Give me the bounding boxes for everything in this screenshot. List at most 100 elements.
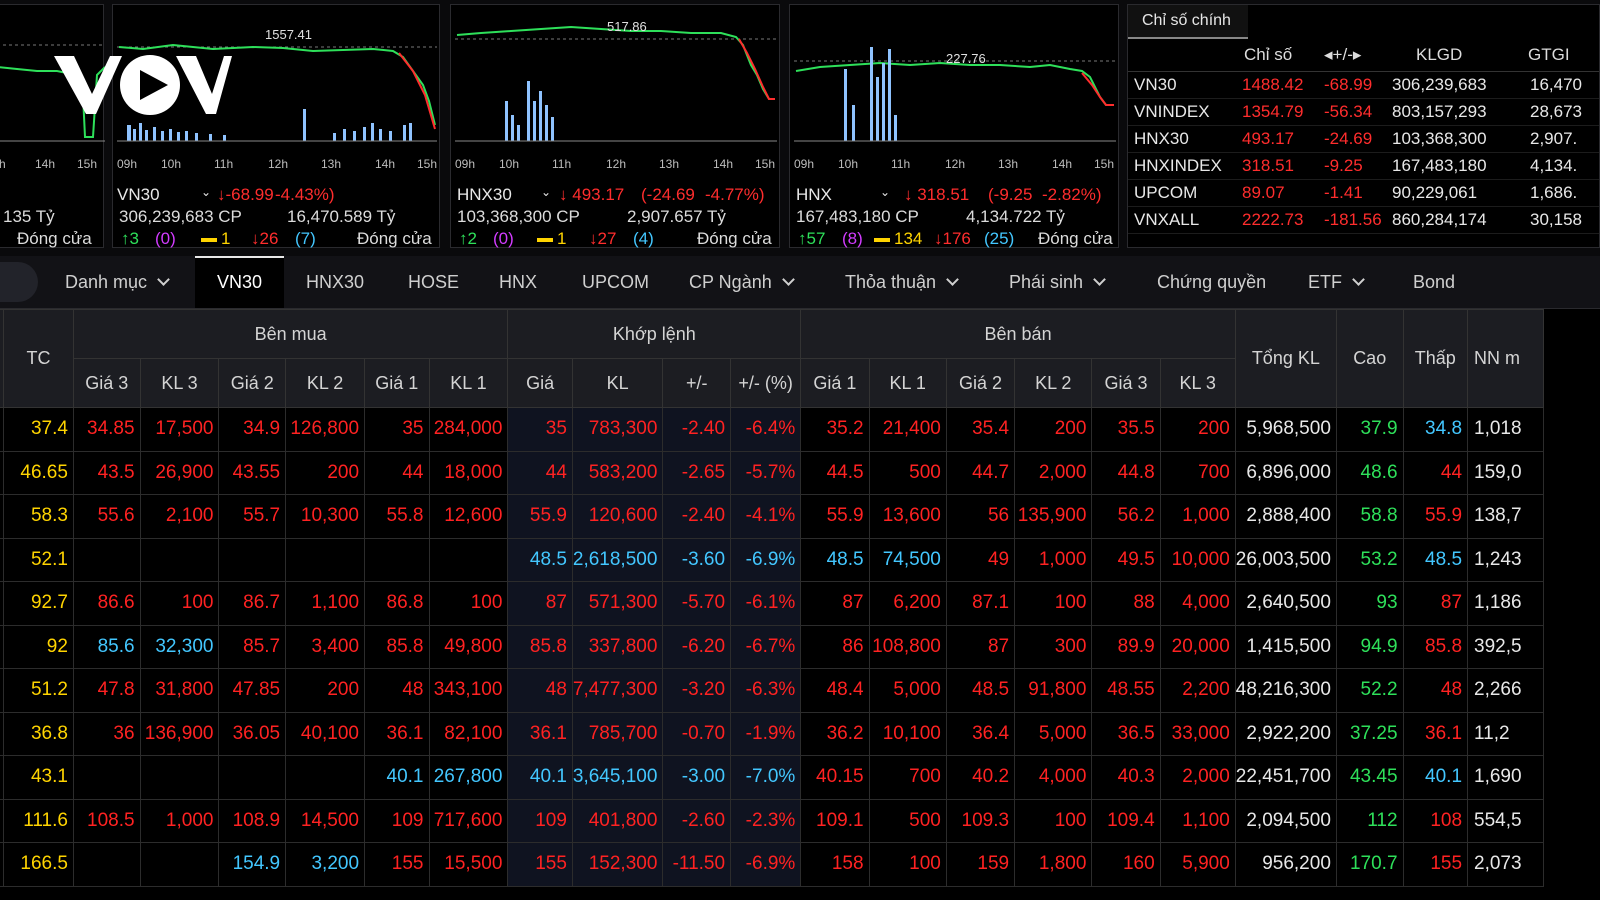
cell-match-change: -11.50 bbox=[662, 842, 732, 887]
col-nn-mua[interactable]: NN m bbox=[1467, 309, 1544, 408]
col-buy-vol-3[interactable]: KL 3 bbox=[139, 358, 220, 408]
vn30-chart-panel[interactable]: 1557.41 09h 10h 11h 12h 13h 14h 15h VN30… bbox=[112, 4, 440, 248]
table-row[interactable]: 358.355.62,10055.710,30055.812,60055.912… bbox=[0, 494, 1544, 539]
nav-hose[interactable]: HOSE bbox=[408, 256, 459, 308]
watchlist-pill[interactable] bbox=[0, 262, 38, 302]
index-change: -9.25 bbox=[1324, 156, 1363, 175]
table-row[interactable]: 392.786.610086.71,10086.810087571,300-5.… bbox=[0, 581, 1544, 626]
cell-symbol: 9 bbox=[0, 842, 5, 887]
cell-foreign-buy: 11,2 bbox=[1467, 711, 1544, 756]
table-row[interactable]: 337.434.8517,50034.9126,80035284,0003578… bbox=[0, 407, 1544, 452]
col-sell-vol-3[interactable]: KL 3 bbox=[1159, 358, 1236, 408]
cell-low-price: 55.9 bbox=[1402, 494, 1469, 539]
table-row[interactable]: 536.836136,90036.0540,10036.182,10036.17… bbox=[0, 711, 1544, 756]
table-row[interactable]: 552.148.52,618,500-3.60-6.9%48.574,50049… bbox=[0, 537, 1544, 582]
hnx-chart-panel[interactable]: 227.76 09h 10h 11h 12h 13h 14h 15h HNX ⌄… bbox=[789, 4, 1119, 248]
col-sell-price-2[interactable]: Giá 2 bbox=[945, 358, 1016, 408]
cell-total-volume: 26,003,500 bbox=[1234, 537, 1337, 582]
col-tc[interactable]: TC bbox=[3, 309, 74, 408]
volume-value: 167,483,180 CP bbox=[796, 207, 919, 226]
cell-match-change-pct: -6.9% bbox=[730, 537, 802, 582]
main-index-row[interactable]: UPCOM 89.07 -1.41 90,229,061 1,686. bbox=[1128, 179, 1599, 207]
table-row[interactable]: 551.247.831,80047.8520048343,100487,477,… bbox=[0, 668, 1544, 713]
tab-main-indices[interactable]: Chỉ số chính bbox=[1128, 5, 1248, 39]
cell-high-price: 52.2 bbox=[1335, 668, 1404, 713]
cell-symbol: 3 bbox=[0, 798, 5, 843]
table-row[interactable]: 9166.5154.93,20015515,500155152,300-11.5… bbox=[0, 842, 1544, 887]
nav-chung-quyen[interactable]: Chứng quyền bbox=[1157, 256, 1266, 308]
col-sell-price-3[interactable]: Giá 3 bbox=[1091, 358, 1161, 408]
main-index-row[interactable]: VNXALL 2222.73 -181.56 860,284,174 30,158 bbox=[1128, 206, 1599, 234]
nav-etf[interactable]: ETF bbox=[1308, 256, 1365, 308]
col-symbol[interactable] bbox=[0, 309, 5, 408]
col-buy-price-1[interactable]: Giá 1 bbox=[364, 358, 430, 408]
table-row[interactable]: 143.140.1267,80040.13,645,100-3.00-7.0%4… bbox=[0, 755, 1544, 800]
cell-foreign-buy: 1,186 bbox=[1467, 581, 1544, 626]
col-match-change-pct[interactable]: +/- (%) bbox=[730, 358, 802, 408]
col-buy-vol-2[interactable]: KL 2 bbox=[285, 358, 366, 408]
col-sell-vol-1[interactable]: KL 1 bbox=[868, 358, 947, 408]
main-index-row[interactable]: HNX30 493.17 -24.69 103,368,300 2,907. bbox=[1128, 125, 1599, 153]
index-dropdown-chevron-icon[interactable]: ⌄ bbox=[880, 185, 891, 199]
cell-buy-price-1: 85.8 bbox=[364, 624, 430, 669]
cell-foreign-buy: 1,018 bbox=[1467, 407, 1544, 452]
turnover-value: 16,470.589 Tỷ bbox=[287, 207, 396, 226]
cell-sell-price-3: 36.5 bbox=[1091, 711, 1161, 756]
col-index-name: Chỉ số bbox=[1244, 45, 1293, 64]
nav-danh-muc[interactable]: Danh mục bbox=[65, 256, 170, 308]
index-dropdown-chevron-icon[interactable]: ⌄ bbox=[201, 185, 212, 199]
main-index-row[interactable]: HNXINDEX 318.51 -9.25 167,483,180 4,134. bbox=[1128, 152, 1599, 180]
cell-match-change: -0.70 bbox=[662, 711, 732, 756]
col-sell-vol-2[interactable]: KL 2 bbox=[1014, 358, 1093, 408]
cell-buy-vol-2: 14,500 bbox=[285, 798, 366, 843]
unchanged: 134 bbox=[870, 229, 922, 249]
cell-sell-vol-1: 13,600 bbox=[868, 494, 947, 539]
col-buy-price-2[interactable]: Giá 2 bbox=[218, 358, 287, 408]
cell-match-change-pct: -6.9% bbox=[730, 842, 802, 887]
cell-match-price: 48 bbox=[507, 668, 573, 713]
cell-sell-vol-3: 2,000 bbox=[1159, 755, 1236, 800]
nav-hnx30[interactable]: HNX30 bbox=[306, 256, 364, 308]
table-row[interactable]: 59285.632,30085.73,40085.849,80085.8337,… bbox=[0, 624, 1544, 669]
index-dropdown-chevron-icon[interactable]: ⌄ bbox=[541, 185, 552, 199]
cell-sell-price-2: 109.3 bbox=[945, 798, 1016, 843]
chevron-down-icon bbox=[781, 273, 795, 286]
nav-phai-sinh[interactable]: Phái sinh bbox=[1009, 256, 1106, 308]
main-index-row[interactable]: VN30 1488.42 -68.99 306,239,683 16,470 bbox=[1128, 71, 1599, 99]
col-change[interactable]: ◂+/-▸ bbox=[1324, 45, 1362, 64]
col-thap[interactable]: Thấp bbox=[1402, 309, 1469, 408]
cell-ref-price: 52.1 bbox=[3, 537, 74, 582]
cell-total-volume: 2,888,400 bbox=[1234, 494, 1337, 539]
col-buy-vol-1[interactable]: KL 1 bbox=[428, 358, 509, 408]
hnx30-chart-panel[interactable]: 517.86 09h 10h 11h 12h 13h 14h 15h HNX30… bbox=[450, 4, 780, 248]
cell-buy-vol-2: 200 bbox=[285, 668, 366, 713]
col-match-price[interactable]: Giá bbox=[507, 358, 573, 408]
cell-foreign-buy: 159,0 bbox=[1467, 450, 1544, 495]
nav-cp-nganh[interactable]: CP Ngành bbox=[689, 256, 795, 308]
cell-sell-vol-2: 135,900 bbox=[1014, 494, 1093, 539]
table-row[interactable]: 3111.6108.51,000108.914,500109717,600109… bbox=[0, 798, 1544, 843]
main-index-row[interactable]: VNINDEX 1354.79 -56.34 803,157,293 28,673 bbox=[1128, 98, 1599, 126]
col-match-change[interactable]: +/- bbox=[662, 358, 732, 408]
nav-thoa-thuan[interactable]: Thỏa thuận bbox=[845, 256, 959, 308]
cell-sell-vol-2: 100 bbox=[1014, 581, 1093, 626]
down-arrow-icon bbox=[589, 229, 598, 248]
nav-label: HOSE bbox=[408, 272, 460, 292]
col-sell-price-1[interactable]: Giá 1 bbox=[800, 358, 870, 408]
col-tong-kl[interactable]: Tổng KL bbox=[1234, 309, 1337, 408]
cell-sell-vol-1: 100 bbox=[868, 842, 947, 887]
col-match-vol[interactable]: KL bbox=[571, 358, 664, 408]
table-row[interactable]: 446.6543.526,90043.552004418,00044583,20… bbox=[0, 450, 1544, 495]
unchanged-count: 1 bbox=[221, 229, 231, 248]
nav-bond[interactable]: Bond bbox=[1413, 256, 1455, 308]
cell-match-price: 44 bbox=[507, 450, 573, 495]
col-buy-price-3[interactable]: Giá 3 bbox=[72, 358, 141, 408]
nav-vn30[interactable]: VN30 bbox=[195, 256, 285, 308]
index-chart-panel-partial[interactable]: h 14h 15h 135 Tỷ Đóng cửa bbox=[0, 4, 105, 248]
index-value-group: 318.51 bbox=[904, 185, 969, 205]
nav-hnx[interactable]: HNX bbox=[499, 256, 537, 308]
cell-sell-vol-2: 1,800 bbox=[1014, 842, 1093, 887]
col-cao[interactable]: Cao bbox=[1335, 309, 1404, 408]
cell-foreign-buy: 1,243 bbox=[1467, 537, 1544, 582]
nav-upcom[interactable]: UPCOM bbox=[582, 256, 649, 308]
